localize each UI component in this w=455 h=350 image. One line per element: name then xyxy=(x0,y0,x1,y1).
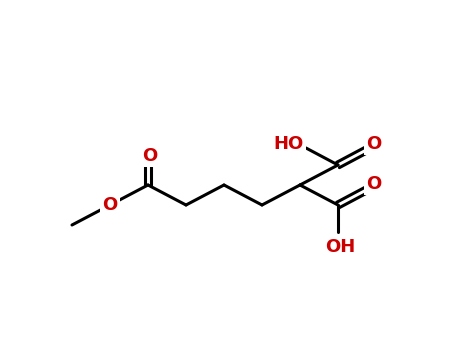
Text: O: O xyxy=(366,135,382,153)
Text: OH: OH xyxy=(325,238,355,256)
Text: O: O xyxy=(142,147,157,165)
Text: O: O xyxy=(366,175,382,193)
Text: O: O xyxy=(102,196,118,214)
Text: HO: HO xyxy=(274,135,304,153)
